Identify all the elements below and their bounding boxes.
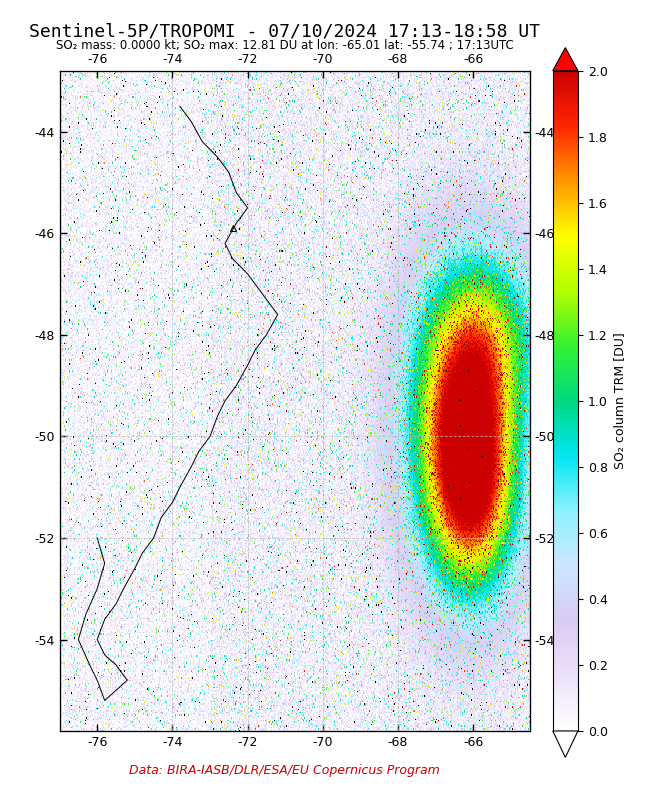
Y-axis label: SO₂ column TRM [DU]: SO₂ column TRM [DU] — [613, 332, 626, 469]
Polygon shape — [553, 48, 578, 71]
Polygon shape — [553, 731, 578, 758]
Text: Data: BIRA-IASB/DLR/ESA/EU Copernicus Program: Data: BIRA-IASB/DLR/ESA/EU Copernicus Pr… — [129, 763, 440, 777]
Text: Sentinel-5P/TROPOMI - 07/10/2024 17:13-18:58 UT: Sentinel-5P/TROPOMI - 07/10/2024 17:13-1… — [29, 22, 540, 40]
Text: SO₂ mass: 0.0000 kt; SO₂ max: 12.81 DU at lon: -65.01 lat: -55.74 ; 17:13UTC: SO₂ mass: 0.0000 kt; SO₂ max: 12.81 DU a… — [56, 39, 514, 53]
